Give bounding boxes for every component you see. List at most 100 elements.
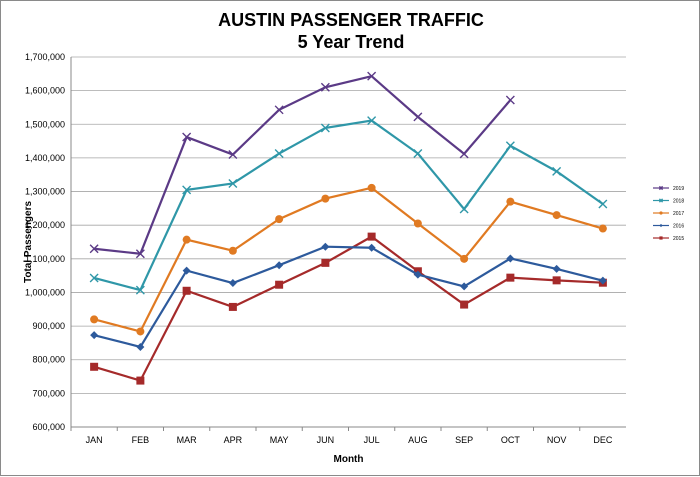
data-point-x-marker [413,112,423,122]
x-tick-label: NOV [547,435,567,445]
data-point-x-marker [228,150,238,160]
series-line-2017 [93,186,604,333]
data-point-diamond-marker [659,223,663,228]
data-point-x-marker [658,198,664,203]
data-point-diamond-marker [506,254,515,263]
data-point-x-marker [505,95,515,105]
data-point-circle-marker [275,215,284,224]
data-point-diamond-marker [182,266,191,275]
legend-label: 2015 [673,236,684,242]
data-point-circle-marker [321,194,330,203]
data-point-diamond-marker [136,342,145,351]
y-tick-label: 1,700,000 [25,52,65,62]
chart-subtitle: 5 Year Trend [297,32,405,52]
series-group [89,71,608,385]
data-point-diamond-marker [367,243,376,252]
x-tick-label: JUN [317,435,335,445]
chart-title: AUSTIN PASSENGER TRAFFIC [218,10,484,30]
x-tick-label: AUG [408,435,428,445]
x-tick-label: MAY [270,435,289,445]
data-point-square-marker [367,232,376,241]
x-axis-ticks: JAN FEB MAR APR MAY JUN JUL AUG SEP OCT NOV DEC [70,427,613,445]
data-point-square-marker [659,236,663,240]
data-point-x-marker [274,149,284,159]
data-point-circle-marker [413,219,422,228]
data-point-circle-marker [598,224,607,233]
data-point-diamond-marker [552,264,561,273]
data-point-x-marker [505,141,515,151]
chart-title-block: AUSTIN PASSENGER TRAFFIC 5 Year Trend [1,9,700,53]
data-point-square-marker [321,258,330,267]
legend-item-2018[interactable]: 2018 [653,198,684,205]
y-tick-label: 900,000 [32,321,65,331]
legend-item-2016[interactable]: 2016 [653,224,684,230]
y-tick-label: 1,600,000 [25,86,65,96]
legend-item-2017[interactable]: 2017 [653,211,684,217]
data-point-x-marker [598,199,608,209]
legend-label: 2019 [673,186,684,192]
data-point-diamond-marker [321,242,330,251]
data-point-diamond-marker [460,282,469,291]
data-point-x-marker [320,123,330,133]
data-point-x-marker [552,166,562,176]
data-point-square-marker [182,286,191,295]
series-2018 [89,116,608,295]
data-point-diamond-marker [228,279,237,288]
data-point-diamond-marker [598,276,607,285]
y-tick-label: 1,300,000 [25,187,65,197]
data-point-square-marker [228,302,237,311]
series-2017 [90,183,607,336]
series-2016 [90,242,607,351]
x-tick-label: MAR [177,435,198,445]
legend-item-2019[interactable]: 2019 [653,185,684,192]
data-point-square-marker [275,280,284,289]
y-tick-label: 1,100,000 [25,254,65,264]
series-2019 [89,71,515,259]
legend-item-2015[interactable]: 2015 [653,236,684,242]
data-point-circle-marker [228,246,237,255]
data-point-x-marker [182,185,192,195]
y-tick-label: 1,400,000 [25,153,65,163]
data-point-x-marker [658,185,664,191]
legend-label: 2018 [673,199,684,205]
y-tick-label: 1,200,000 [25,220,65,230]
y-tick-label: 1,000,000 [25,287,65,297]
data-point-circle-marker [182,235,191,244]
x-tick-label: SEP [455,435,473,445]
y-tick-label: 800,000 [32,355,65,365]
data-point-diamond-marker [275,261,284,270]
series-2015 [90,232,607,385]
series-line-2019 [94,74,512,255]
y-axis-ticks: 600,000 700,000 800,000 900,000 1,000,000 1,1… [25,52,65,432]
x-tick-label: FEB [132,435,150,445]
x-tick-label: JAN [86,435,103,445]
data-point-circle-marker [136,327,145,336]
series-line-2018 [93,119,604,292]
data-point-square-marker [136,376,145,385]
x-tick-label: DEC [593,435,613,445]
gridlines [71,56,626,428]
data-point-square-marker [506,273,515,282]
x-tick-label: JUL [364,435,380,445]
data-point-x-marker [89,244,99,254]
x-tick-label: OCT [501,435,521,445]
data-point-x-marker [228,178,238,188]
series-line-2015 [93,235,603,382]
data-point-x-marker [459,149,469,159]
data-point-x-marker [274,105,284,115]
data-point-square-marker [460,300,469,309]
data-point-x-marker [459,204,469,214]
data-point-circle-marker [90,315,99,324]
x-tick-label: APR [224,435,243,445]
data-point-diamond-marker [90,331,99,340]
y-tick-label: 700,000 [32,388,65,398]
data-point-square-marker [552,276,561,285]
series-line-2016 [93,245,604,349]
data-point-diamond-marker [413,270,422,279]
legend[interactable]: 2019 2018 2017 2016 2015 [653,185,684,242]
data-point-circle-marker [460,254,469,263]
x-axis-label: Month [334,454,364,465]
data-point-circle-marker [367,183,376,192]
